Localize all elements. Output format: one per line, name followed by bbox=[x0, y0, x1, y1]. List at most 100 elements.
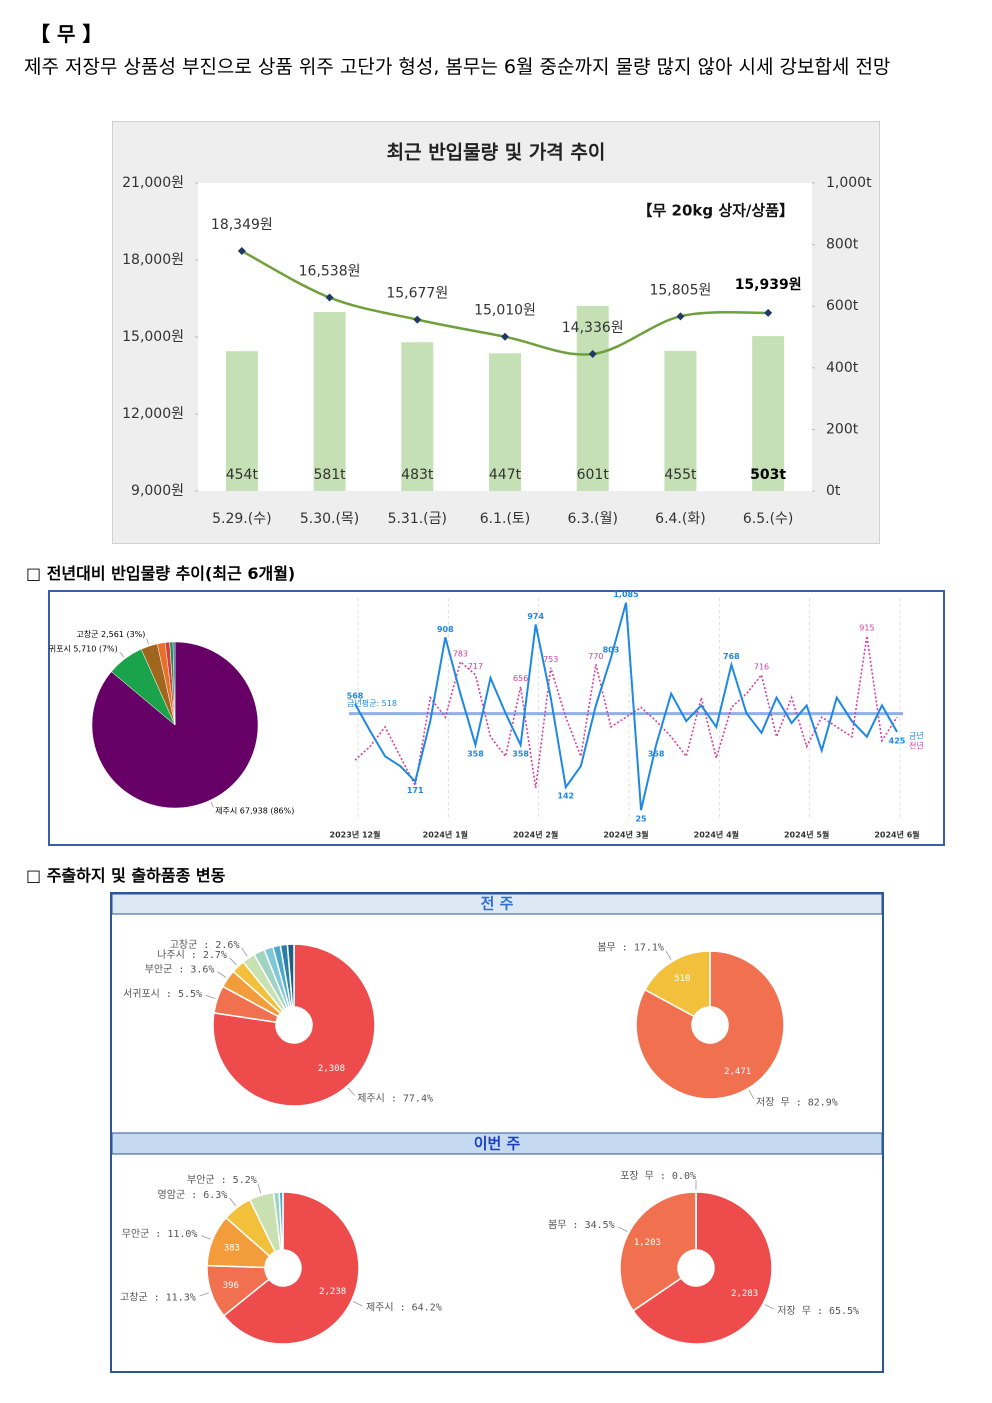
data-label: 25 bbox=[635, 815, 647, 824]
data-label: 358 bbox=[467, 749, 484, 758]
slice bbox=[286, 943, 295, 1008]
slice-label: 서귀포시 5,710 (7%) bbox=[48, 644, 118, 654]
x-tick-label: 6.1.(토) bbox=[480, 511, 531, 527]
bar-label: 601t bbox=[577, 467, 610, 483]
bar-label: 454t bbox=[226, 467, 259, 483]
data-label: 974 bbox=[527, 612, 544, 621]
leader-line bbox=[146, 638, 149, 645]
data-label: 171 bbox=[407, 786, 424, 795]
slice bbox=[635, 950, 785, 1100]
x-tick-label: 2024년 2월 bbox=[513, 830, 558, 840]
price-label: 18,349원 bbox=[211, 217, 273, 233]
leader-line bbox=[119, 652, 125, 658]
price-marker bbox=[325, 293, 334, 302]
price-label: 14,336원 bbox=[562, 320, 624, 336]
x-tick-label: 6.4.(화) bbox=[655, 511, 706, 527]
y-tick-label: 12,000원 bbox=[122, 406, 184, 422]
leader-line bbox=[199, 1292, 210, 1297]
y2-tick-label: 200t bbox=[826, 421, 859, 437]
bar bbox=[225, 351, 258, 491]
data-label: 358 bbox=[512, 749, 529, 758]
leader-line bbox=[217, 971, 227, 978]
series-line bbox=[354, 635, 898, 789]
y-tick-label: 21,000원 bbox=[122, 175, 184, 191]
slice-label: 나주시 : 2.7% bbox=[157, 949, 227, 961]
slice-value-label: 510 bbox=[674, 974, 690, 984]
slice-label: 고창군 : 2.6% bbox=[170, 939, 240, 951]
data-label: 915 bbox=[859, 623, 874, 632]
slice bbox=[222, 1191, 360, 1345]
leader-line bbox=[205, 995, 216, 999]
slice bbox=[643, 950, 711, 1018]
data-label: 908 bbox=[437, 625, 454, 634]
section-title: 【 무 】 bbox=[30, 22, 103, 46]
chart-title: 최근 반입물량 및 가격 추이 bbox=[387, 142, 606, 164]
panel-title: 전 주 bbox=[481, 895, 514, 913]
leader-line bbox=[353, 1301, 363, 1307]
price-marker bbox=[676, 312, 685, 321]
data-label: 142 bbox=[557, 792, 574, 801]
slice-value-label: 2,308 bbox=[318, 1064, 345, 1074]
data-label: 425 bbox=[889, 736, 906, 745]
bar-label: 455t bbox=[664, 467, 697, 483]
price-marker bbox=[413, 315, 422, 324]
price-label: 15,010원 bbox=[474, 303, 536, 319]
price-marker bbox=[588, 350, 597, 359]
bar bbox=[313, 312, 346, 491]
leader-line bbox=[257, 1183, 262, 1194]
leader-line bbox=[764, 1304, 774, 1310]
x-tick-label: 2024년 1월 bbox=[423, 830, 468, 840]
data-label: 770 bbox=[588, 652, 603, 661]
leader-line bbox=[210, 801, 214, 808]
average-label: 금년평균: 518 bbox=[347, 698, 397, 708]
y2-tick-label: 0t bbox=[826, 483, 841, 499]
legend-label: 전년 bbox=[909, 741, 924, 751]
panel-title: 이번 주 bbox=[474, 1135, 521, 1153]
slice-label: 제주시 : 64.2% bbox=[366, 1302, 442, 1314]
price-marker bbox=[501, 332, 509, 341]
price-marker bbox=[237, 247, 246, 256]
summary-text: 제주 저장무 상품성 부진으로 상품 위주 고단가 형성, 봄무는 6월 중순까… bbox=[24, 56, 891, 78]
slice-label: 고창군 2,561 (3%) bbox=[76, 630, 145, 639]
bar bbox=[752, 336, 785, 491]
data-label: 656 bbox=[513, 674, 528, 683]
slice-value-label: 1,203 bbox=[634, 1238, 661, 1248]
leader-line bbox=[241, 947, 248, 957]
origin-variety-figure: 전 주 이번 주 제주시 : 77.4% 2,308 서귀포시 : 5.5% 부안군 … bbox=[110, 892, 884, 1373]
y2-tick-label: 1,000t bbox=[826, 175, 872, 191]
price-label: 15,805원 bbox=[649, 282, 711, 298]
x-tick-label: 6.5.(수) bbox=[743, 511, 794, 527]
y-tick-label: 9,000원 bbox=[131, 483, 184, 499]
leader-line bbox=[229, 957, 237, 966]
bar bbox=[664, 350, 697, 491]
slice-label: 무안군 : 11.0% bbox=[122, 1228, 198, 1240]
bar-label: 581t bbox=[313, 467, 346, 483]
slice-label: 저장 무 : 65.5% bbox=[777, 1305, 859, 1317]
price-label: 16,538원 bbox=[299, 264, 361, 280]
y2-tick-label: 400t bbox=[826, 360, 859, 376]
slice bbox=[619, 1191, 697, 1312]
x-tick-label: 2024년 3월 bbox=[603, 830, 648, 840]
y-tick-label: 18,000원 bbox=[122, 252, 184, 268]
x-tick-label: 6.3.(월) bbox=[567, 511, 618, 527]
slice-value-label: 396 bbox=[223, 1281, 239, 1291]
section-heading: □ 주출하지 및 출하품종 변동 bbox=[26, 866, 226, 885]
slice-value-label: 383 bbox=[224, 1243, 240, 1253]
section-heading: □ 전년대비 반입물량 추이(최근 6개월) bbox=[26, 564, 296, 583]
data-label: 1,085 bbox=[613, 590, 639, 599]
slice-label: 제주시 67,938 (86%) bbox=[215, 807, 294, 816]
data-label: 716 bbox=[754, 662, 769, 671]
slice-label: 봄무 : 34.5% bbox=[548, 1219, 615, 1231]
leader-line bbox=[748, 1090, 755, 1100]
slice-label: 영암군 : 6.3% bbox=[158, 1189, 228, 1201]
x-tick-label: 5.30.(목) bbox=[300, 511, 359, 527]
leader-line bbox=[665, 950, 672, 960]
slice-value-label: 2,471 bbox=[724, 1067, 751, 1077]
slice-label: 부안군 : 3.6% bbox=[145, 963, 215, 975]
bar bbox=[576, 305, 609, 491]
y2-tick-label: 800t bbox=[826, 237, 859, 253]
data-label: 717 bbox=[468, 662, 483, 671]
y2-tick-label: 600t bbox=[826, 298, 859, 314]
slice-label: 서귀포시 : 5.5% bbox=[123, 988, 202, 1000]
